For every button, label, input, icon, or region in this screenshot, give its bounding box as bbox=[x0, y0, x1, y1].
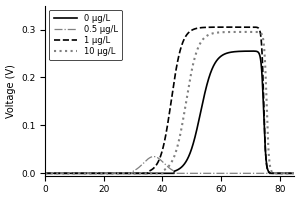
0.5 μg/L bbox=[261, 172, 265, 175]
1 μg/L bbox=[72, 172, 75, 175]
Line: 10 μg/L: 10 μg/L bbox=[45, 32, 294, 173]
0 μg/L bbox=[139, 172, 142, 175]
10 μg/L bbox=[150, 172, 153, 175]
10 μg/L bbox=[288, 172, 291, 175]
1 μg/L bbox=[261, 70, 265, 73]
0 μg/L bbox=[250, 50, 254, 52]
10 μg/L bbox=[87, 172, 90, 175]
0.5 μg/L bbox=[87, 172, 90, 175]
0 μg/L bbox=[72, 172, 75, 175]
Line: 1 μg/L: 1 μg/L bbox=[45, 27, 294, 173]
10 μg/L bbox=[72, 172, 75, 175]
0.5 μg/L bbox=[72, 172, 75, 175]
0 μg/L bbox=[292, 172, 296, 175]
Line: 0 μg/L: 0 μg/L bbox=[45, 51, 294, 173]
1 μg/L bbox=[44, 172, 47, 175]
1 μg/L bbox=[288, 172, 291, 175]
0.5 μg/L bbox=[152, 155, 155, 158]
0.5 μg/L bbox=[292, 172, 296, 175]
10 μg/L bbox=[261, 36, 265, 38]
1 μg/L bbox=[139, 172, 142, 175]
0 μg/L bbox=[44, 172, 47, 175]
10 μg/L bbox=[292, 172, 296, 175]
0 μg/L bbox=[150, 172, 153, 175]
0 μg/L bbox=[87, 172, 90, 175]
10 μg/L bbox=[44, 172, 47, 175]
1 μg/L bbox=[87, 172, 90, 175]
0.5 μg/L bbox=[44, 172, 47, 175]
Y-axis label: Voltage (V): Voltage (V) bbox=[6, 64, 16, 118]
Legend: 0 μg/L, 0.5 μg/L, 1 μg/L, 10 μg/L: 0 μg/L, 0.5 μg/L, 1 μg/L, 10 μg/L bbox=[50, 10, 122, 60]
0 μg/L bbox=[261, 89, 265, 92]
1 μg/L bbox=[150, 169, 153, 171]
10 μg/L bbox=[250, 31, 253, 33]
1 μg/L bbox=[292, 172, 296, 175]
1 μg/L bbox=[245, 26, 249, 28]
10 μg/L bbox=[139, 172, 142, 175]
0.5 μg/L bbox=[288, 172, 291, 175]
0.5 μg/L bbox=[150, 156, 153, 158]
0.5 μg/L bbox=[139, 165, 142, 167]
0 μg/L bbox=[288, 172, 291, 175]
Line: 0.5 μg/L: 0.5 μg/L bbox=[45, 157, 294, 173]
